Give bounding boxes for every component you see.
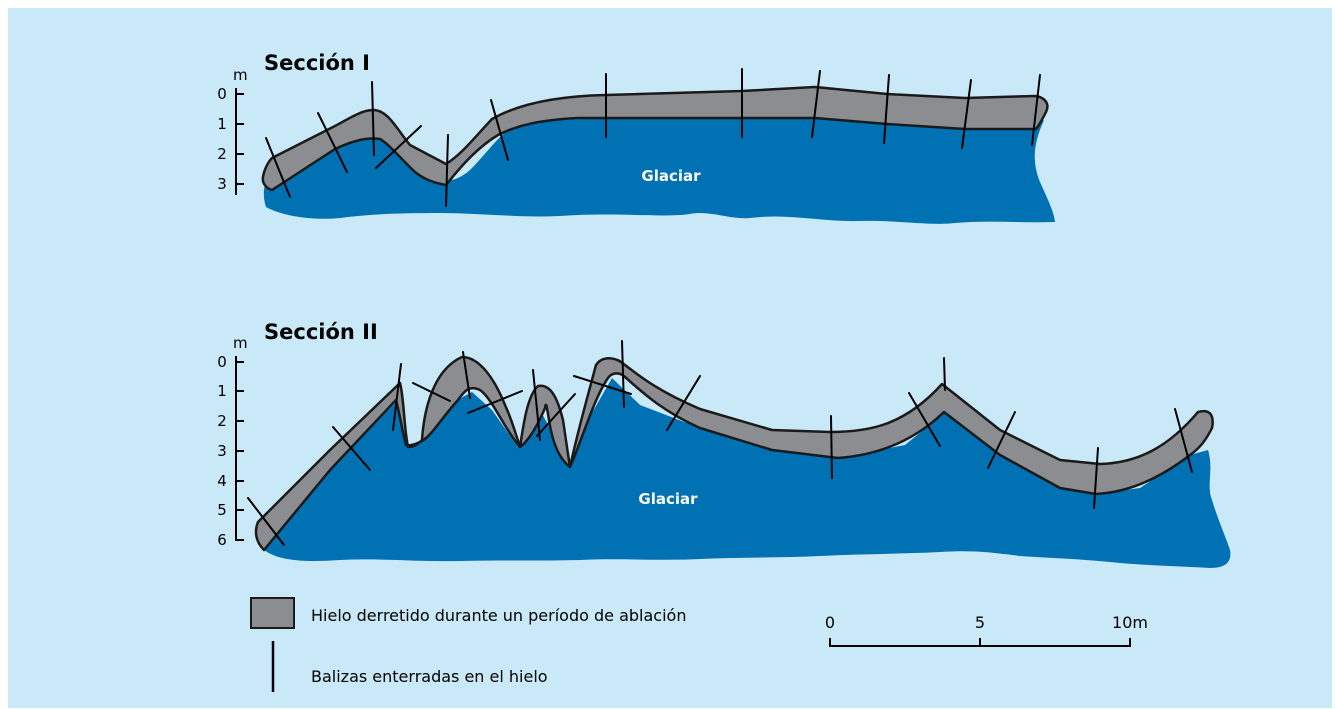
section-2-stakes xyxy=(247,340,1193,546)
axis-tick-label: 2 xyxy=(217,145,227,163)
section-1-depth-axis: m 0 1 2 3 xyxy=(217,66,248,195)
section-1-glacier-label: Glaciar xyxy=(641,167,701,185)
stake xyxy=(532,369,541,441)
axis-tick-label: 3 xyxy=(217,442,227,460)
scale-bar-label: 5 xyxy=(975,613,985,632)
axis-tick-label: 4 xyxy=(217,472,227,490)
stake xyxy=(1031,74,1041,146)
section-2-title: Sección II xyxy=(264,320,378,344)
section-1-glacier-body xyxy=(263,117,1055,224)
axis-tick-label: 0 xyxy=(217,353,227,371)
stake xyxy=(371,81,375,156)
section-1: m 0 1 2 3 Sección I Glaciar xyxy=(217,51,1055,224)
axis-tick-label: 0 xyxy=(217,85,227,103)
scale-bar-label: 0 xyxy=(825,613,835,632)
legend-melted-ice-label: Hielo derretido durante un período de ab… xyxy=(311,606,686,625)
axis-unit-label: m xyxy=(233,66,248,84)
section-2-melted-ice-layer xyxy=(254,355,1214,552)
stake xyxy=(265,137,291,198)
axis-tick-label: 1 xyxy=(217,382,227,400)
stake xyxy=(1174,408,1193,473)
stake xyxy=(811,70,821,138)
axis-tick-label: 1 xyxy=(217,115,227,133)
stake xyxy=(375,125,422,169)
stake xyxy=(621,340,625,408)
scale-bar: 0 5 10m xyxy=(825,613,1148,647)
legend-melted-ice-swatch xyxy=(250,597,295,629)
stake xyxy=(445,134,449,207)
section-1-melted-ice-layer xyxy=(261,85,1049,192)
stake xyxy=(536,393,576,437)
stake xyxy=(412,382,451,402)
legend-stakes-label: Balizas enterradas en el hielo xyxy=(311,667,548,686)
section-2-glacier-label: Glaciar xyxy=(638,490,698,508)
axis-tick-label: 6 xyxy=(217,531,227,549)
axis-tick-label: 5 xyxy=(217,501,227,519)
section-2: m 0 1 2 3 4 5 6 Sección II Glaciar xyxy=(217,320,1231,568)
section-1-title: Sección I xyxy=(264,51,370,75)
stake xyxy=(573,375,632,395)
stake xyxy=(332,426,371,471)
stake xyxy=(1093,447,1099,509)
stake xyxy=(883,74,890,144)
section-1-stakes xyxy=(265,68,1041,207)
stake xyxy=(490,99,509,161)
stake xyxy=(830,415,833,479)
section-2-glacier-body xyxy=(264,378,1231,568)
stake xyxy=(961,79,972,149)
diagram-panel: m 0 1 2 3 Sección I Glaciar xyxy=(8,8,1332,708)
stake xyxy=(247,497,285,546)
axis-tick-label: 3 xyxy=(217,175,227,193)
legend: Hielo derretido durante un período de ab… xyxy=(250,597,686,692)
section-2-depth-axis: m 0 1 2 3 4 5 6 xyxy=(217,334,247,549)
stake xyxy=(317,112,348,173)
stake xyxy=(666,375,701,431)
stake xyxy=(943,357,946,391)
stake xyxy=(462,351,471,399)
stake xyxy=(392,363,402,431)
axis-tick-label: 2 xyxy=(217,412,227,430)
stake xyxy=(467,390,523,414)
stake xyxy=(908,392,941,447)
stake xyxy=(987,411,1016,469)
scale-bar-label: 10m xyxy=(1112,613,1148,632)
axis-unit-label: m xyxy=(233,334,248,352)
